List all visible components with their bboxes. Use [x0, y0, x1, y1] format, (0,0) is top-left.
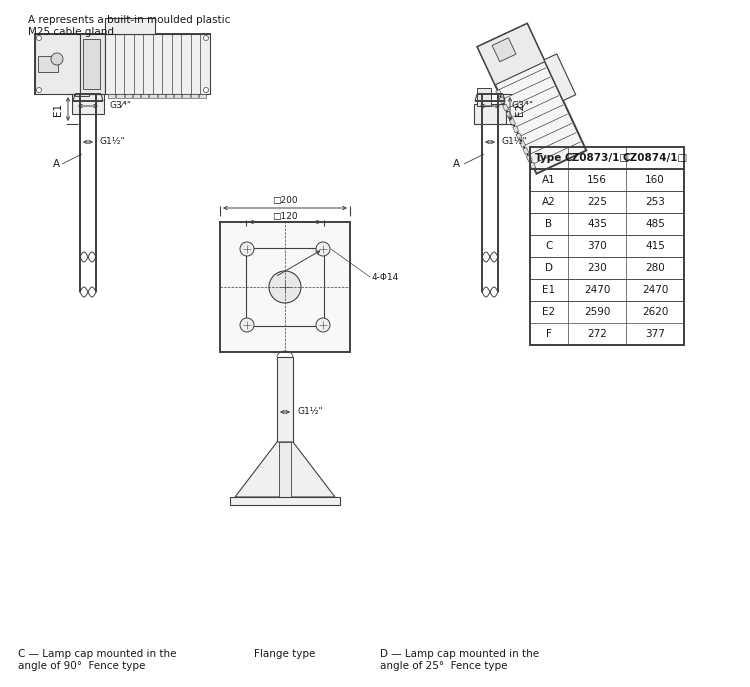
Bar	[230, 497, 340, 505]
Bar	[220, 222, 350, 352]
Text: F: F	[546, 329, 552, 339]
Bar	[72, 94, 104, 114]
Bar	[80, 34, 105, 94]
Text: □120: □120	[272, 212, 298, 221]
Text: 230: 230	[587, 263, 607, 273]
Text: G1¹⁄₂": G1¹⁄₂"	[502, 137, 528, 146]
Bar	[526, 155, 532, 162]
Text: 272: 272	[587, 329, 607, 339]
Polygon shape	[83, 39, 100, 89]
Text: 160: 160	[645, 175, 664, 185]
Text: B: B	[545, 219, 553, 229]
Bar	[35, 34, 210, 94]
Bar	[35, 34, 80, 94]
Bar	[158, 94, 165, 98]
Bar	[516, 133, 522, 140]
Circle shape	[269, 271, 301, 303]
Text: E1: E1	[542, 285, 556, 295]
Bar	[277, 357, 293, 442]
Circle shape	[240, 318, 254, 332]
Bar	[496, 89, 502, 97]
Text: CZ0873/1□: CZ0873/1□	[565, 153, 629, 163]
Bar	[116, 94, 124, 98]
Text: 253: 253	[645, 197, 665, 207]
Text: E2: E2	[515, 102, 525, 115]
Bar	[108, 94, 116, 98]
Text: A represents a built-in moulded plastic
M25 cable gland.: A represents a built-in moulded plastic …	[28, 15, 230, 36]
Text: Flange type: Flange type	[254, 649, 316, 659]
Bar	[509, 118, 515, 126]
Text: G3⁄⁴": G3⁄⁴"	[512, 102, 534, 111]
Text: D — Lamp cap mounted in the
angle of 25°  Fence type: D — Lamp cap mounted in the angle of 25°…	[380, 649, 539, 671]
Circle shape	[316, 242, 330, 256]
Bar	[182, 94, 190, 98]
Circle shape	[37, 36, 41, 41]
Text: A1: A1	[542, 175, 556, 185]
Bar	[477, 23, 586, 174]
Text: E1: E1	[53, 102, 63, 115]
Bar	[141, 94, 148, 98]
Text: G3⁄⁴": G3⁄⁴"	[110, 102, 132, 111]
Circle shape	[240, 242, 254, 256]
Bar	[513, 126, 519, 133]
Bar	[477, 23, 545, 85]
Text: E2: E2	[542, 307, 556, 317]
Text: 225: 225	[587, 197, 607, 207]
Bar	[523, 148, 529, 155]
Bar	[506, 111, 512, 118]
Text: CZ0874/1□: CZ0874/1□	[622, 153, 688, 163]
Text: 156: 156	[587, 175, 607, 185]
Text: 2470: 2470	[642, 285, 668, 295]
Text: 415: 415	[645, 241, 665, 251]
Text: 485: 485	[645, 219, 665, 229]
Text: A: A	[453, 159, 460, 169]
Text: A: A	[53, 159, 60, 169]
Bar	[530, 162, 536, 169]
Bar	[199, 94, 206, 98]
Text: 2470: 2470	[584, 285, 610, 295]
Text: C: C	[545, 241, 553, 251]
Bar	[246, 248, 324, 326]
Bar	[166, 94, 173, 98]
Text: □200: □200	[272, 196, 298, 205]
Bar	[500, 97, 506, 104]
Bar	[75, 78, 89, 96]
Text: G1¹⁄₂": G1¹⁄₂"	[100, 137, 125, 146]
Text: 435: 435	[587, 219, 607, 229]
Text: 4-Φ14: 4-Φ14	[372, 273, 399, 282]
Text: Type: Type	[536, 153, 562, 163]
Circle shape	[51, 53, 63, 65]
Bar	[105, 18, 155, 34]
Polygon shape	[235, 442, 335, 497]
Bar	[38, 56, 58, 72]
Bar	[149, 94, 157, 98]
Text: 2590: 2590	[584, 307, 610, 317]
Circle shape	[316, 318, 330, 332]
Bar	[544, 54, 576, 100]
Bar	[474, 104, 506, 124]
Text: 280: 280	[645, 263, 664, 273]
Text: 370: 370	[587, 241, 607, 251]
Bar	[279, 442, 291, 497]
Bar	[477, 88, 491, 106]
Circle shape	[203, 36, 208, 41]
Text: 377: 377	[645, 329, 665, 339]
Text: A2: A2	[542, 197, 556, 207]
Bar	[174, 94, 182, 98]
Bar	[105, 34, 210, 94]
Bar	[530, 147, 684, 345]
Bar	[520, 140, 526, 147]
Bar	[124, 94, 132, 98]
Circle shape	[37, 87, 41, 93]
Bar	[503, 104, 509, 111]
Text: 2620: 2620	[642, 307, 668, 317]
Text: D: D	[545, 263, 553, 273]
Text: G1¹⁄₂": G1¹⁄₂"	[297, 407, 322, 416]
Circle shape	[203, 87, 208, 93]
Bar	[133, 94, 140, 98]
Bar	[190, 94, 198, 98]
Text: C — Lamp cap mounted in the
angle of 90°  Fence type: C — Lamp cap mounted in the angle of 90°…	[18, 649, 176, 671]
Bar	[492, 38, 516, 62]
